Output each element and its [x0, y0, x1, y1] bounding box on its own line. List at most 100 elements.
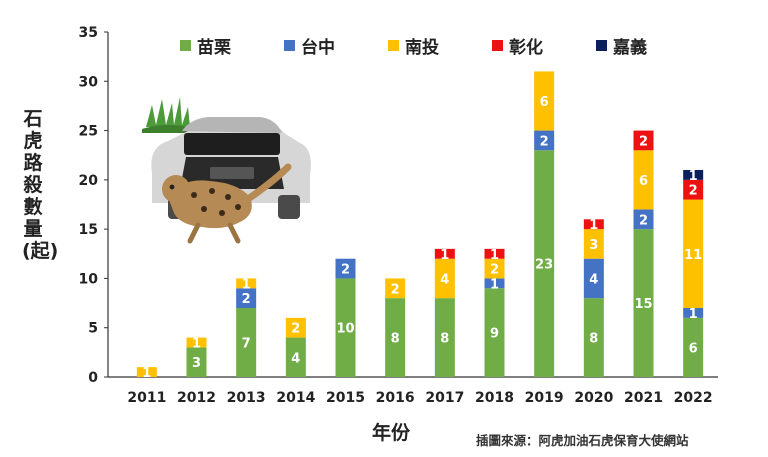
legend-swatch — [492, 40, 503, 51]
bar-segment — [434, 248, 455, 259]
x-tick-label: 2020 — [574, 390, 613, 406]
data-label: 2 — [291, 322, 300, 337]
bar-segment — [434, 258, 455, 299]
bar-segment — [285, 337, 306, 377]
bar-segment — [633, 130, 654, 151]
legend-swatch — [388, 40, 399, 51]
legend-label: 台中 — [301, 38, 335, 58]
bar-segment — [683, 317, 704, 377]
bar-segment — [186, 347, 207, 377]
data-label: 1 — [192, 337, 201, 352]
x-tick-label: 2018 — [475, 390, 514, 406]
bar-segment — [583, 258, 604, 299]
legend-item: 南投 — [388, 33, 439, 58]
data-label: 23 — [535, 258, 553, 273]
bar-segment — [534, 150, 555, 377]
data-label: 1 — [589, 218, 598, 233]
x-tick-label: 2011 — [127, 390, 166, 406]
bar-segment — [285, 317, 306, 338]
bar-segment — [633, 150, 654, 210]
legend-swatch — [284, 40, 295, 51]
bar-segment — [583, 298, 604, 377]
bar-segment — [633, 209, 654, 230]
bar-segment — [136, 367, 157, 377]
data-label: 6 — [639, 174, 648, 189]
source-note: 插圖來源：阿虎加油石虎保育大使網站 — [476, 433, 689, 448]
data-label: 3 — [192, 356, 201, 371]
legend: 苗栗 台中 南投 彰化 嘉義 — [180, 33, 700, 58]
bar-segment — [534, 130, 555, 151]
bar-segment — [683, 170, 704, 180]
data-label: 2 — [689, 184, 698, 199]
data-label: 11 — [684, 248, 702, 263]
data-label: 2 — [540, 134, 549, 149]
bar-segment — [385, 278, 406, 299]
y-tick-label: 15 — [79, 222, 98, 238]
bar-segment — [534, 71, 555, 131]
x-tick-label: 2015 — [326, 390, 365, 406]
data-label: 6 — [689, 341, 698, 356]
x-tick-label: 2022 — [674, 390, 713, 406]
bar-segment — [484, 258, 505, 279]
data-label: 8 — [440, 332, 449, 347]
leopard-cat-icon — [162, 163, 292, 244]
x-tick-label: 2019 — [525, 390, 564, 406]
bar-segment — [583, 219, 604, 230]
bar-segment — [683, 179, 704, 200]
legend-item: 苗栗 — [180, 33, 231, 58]
y-tick-label: 5 — [88, 321, 98, 337]
data-label: 4 — [291, 351, 300, 366]
bar-segment — [683, 199, 704, 308]
bar-segment — [236, 308, 257, 377]
bar-segment — [633, 229, 654, 377]
y-tick-label: 10 — [79, 271, 99, 287]
data-label: 1 — [689, 307, 698, 322]
y-tick-label: 20 — [79, 173, 99, 189]
legend-label: 苗栗 — [197, 38, 231, 58]
data-label: 10 — [336, 322, 354, 337]
legend-label: 嘉義 — [613, 38, 647, 58]
data-label: 1 — [440, 248, 449, 263]
bar-segment — [583, 229, 604, 259]
x-tick-label: 2012 — [177, 390, 216, 406]
legend-item: 嘉義 — [596, 33, 647, 58]
bar-segment — [683, 308, 704, 318]
legend-item: 彰化 — [492, 33, 543, 58]
bar-segment — [236, 288, 257, 308]
legend-swatch — [180, 40, 191, 51]
data-label: 8 — [589, 332, 598, 347]
data-label: 1 — [490, 248, 499, 263]
data-label: 7 — [242, 337, 251, 352]
data-label: 1 — [142, 366, 151, 381]
legend-swatch — [596, 40, 607, 51]
data-label: 2 — [490, 263, 499, 278]
x-tick-label: 2016 — [376, 390, 415, 406]
data-label: 15 — [634, 297, 652, 312]
data-label: 2 — [242, 292, 251, 307]
bar-segment — [236, 278, 257, 289]
car-and-leopard-cat-illustration — [142, 97, 311, 244]
data-label: 8 — [391, 332, 400, 347]
data-label: 2 — [639, 134, 648, 149]
legend-label: 南投 — [405, 38, 439, 58]
data-label: 4 — [589, 272, 598, 287]
x-axis-label: 年份 — [372, 422, 411, 444]
legend-item: 台中 — [284, 33, 335, 58]
bar-segment — [335, 278, 356, 377]
data-label: 2 — [639, 213, 648, 228]
bar-segment — [484, 278, 505, 289]
y-tick-label: 25 — [79, 124, 98, 140]
bar-segment — [484, 248, 505, 259]
y-tick-label: 0 — [88, 370, 98, 386]
y-axis-label: 石虎路殺數量(起) — [22, 108, 59, 262]
bar-segment — [186, 337, 207, 348]
data-label: 3 — [589, 238, 598, 253]
bar-segment — [434, 298, 455, 377]
data-label: 1 — [490, 277, 499, 292]
data-label: 9 — [490, 327, 499, 342]
bar-segment — [484, 288, 505, 377]
data-label: 4 — [440, 272, 449, 287]
bar-segment — [385, 298, 406, 377]
data-label: 1 — [242, 277, 251, 292]
